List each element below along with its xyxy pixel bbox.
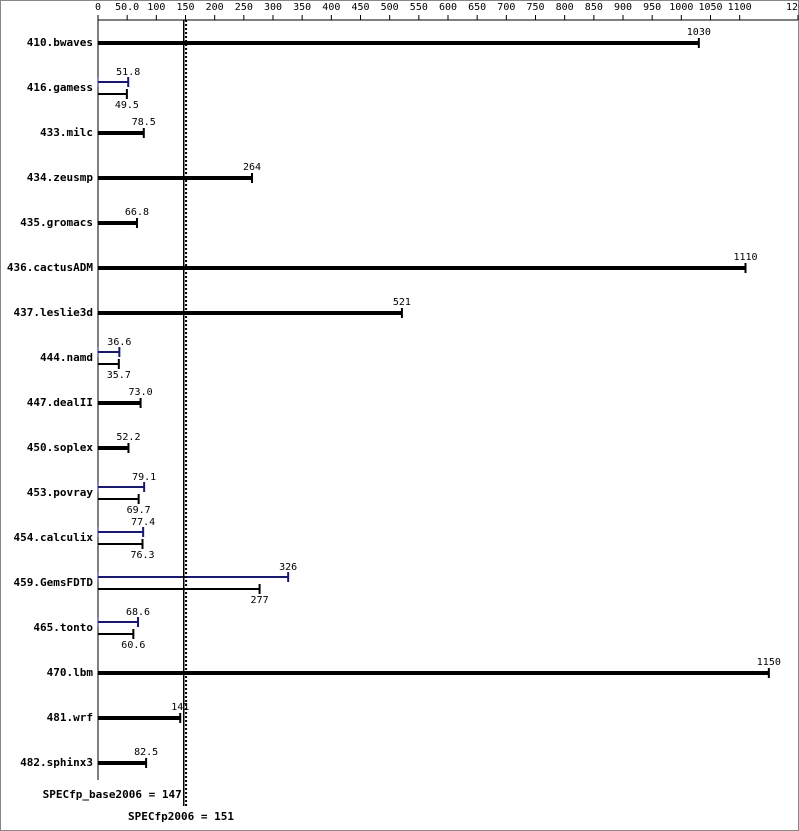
category-label: 447.dealII [27, 396, 93, 409]
category-label: 410.bwaves [27, 36, 93, 49]
x-tick-label: 550 [410, 2, 428, 13]
x-tick-label: 300 [264, 2, 282, 13]
value-label: 82.5 [134, 747, 158, 758]
category-label: 453.povray [27, 486, 94, 499]
value-label: 521 [393, 297, 411, 308]
value-label: 326 [279, 562, 297, 573]
x-tick-label: 650 [468, 2, 486, 13]
value-label: 36.6 [107, 337, 131, 348]
x-tick-label: 400 [322, 2, 340, 13]
x-tick-label: 450 [351, 2, 369, 13]
x-tick-label: 600 [439, 2, 457, 13]
x-tick-label: 0 [95, 2, 101, 13]
x-tick-label: 950 [643, 2, 661, 13]
category-label: 435.gromacs [20, 216, 93, 229]
x-tick-label: 1100 [728, 2, 752, 13]
x-tick-label: 900 [614, 2, 632, 13]
category-label: 444.namd [40, 351, 93, 364]
value-label: 141 [171, 702, 189, 713]
value-label: 60.6 [121, 640, 145, 651]
category-label: 437.leslie3d [14, 306, 93, 319]
reference-label: SPECfp_base2006 = 147 [43, 788, 182, 801]
x-tick-label: 800 [556, 2, 574, 13]
x-tick-label: 700 [497, 2, 515, 13]
category-label: 470.lbm [47, 666, 94, 679]
x-tick-label: 200 [206, 2, 224, 13]
x-tick-label: 500 [381, 2, 399, 13]
value-label: 73.0 [129, 387, 153, 398]
x-tick-label: 1050 [698, 2, 722, 13]
category-label: 454.calculix [14, 531, 94, 544]
value-label: 1030 [687, 27, 711, 38]
category-label: 433.milc [40, 126, 93, 139]
category-label: 482.sphinx3 [20, 756, 93, 769]
value-label: 35.7 [107, 370, 131, 381]
value-label: 68.6 [126, 607, 150, 618]
value-label: 76.3 [130, 550, 154, 561]
category-label: 481.wrf [47, 711, 93, 724]
category-label: 416.gamess [27, 81, 93, 94]
x-tick-label: 1000 [669, 2, 693, 13]
category-label: 450.soplex [27, 441, 94, 454]
category-label: 436.cactusADM [7, 261, 93, 274]
value-label: 77.4 [131, 517, 155, 528]
x-tick-label: 750 [526, 2, 544, 13]
category-label: 434.zeusmp [27, 171, 94, 184]
x-tick-label: 50.0 [115, 2, 139, 13]
x-tick-label: 250 [235, 2, 253, 13]
value-label: 277 [251, 595, 269, 606]
value-label: 66.8 [125, 207, 149, 218]
value-label: 264 [243, 162, 261, 173]
x-tick-label: 150 [176, 2, 194, 13]
category-label: 465.tonto [33, 621, 93, 634]
value-label: 79.1 [132, 472, 156, 483]
x-tick-label: 850 [585, 2, 603, 13]
reference-label: SPECfp2006 = 151 [128, 810, 234, 823]
value-label: 69.7 [127, 505, 151, 516]
value-label: 51.8 [116, 67, 140, 78]
value-label: 1150 [757, 657, 781, 668]
value-label: 78.5 [132, 117, 156, 128]
x-tick-label: 1200 [786, 2, 799, 13]
value-label: 1110 [733, 252, 757, 263]
value-label: 52.2 [116, 432, 140, 443]
x-tick-label: 100 [147, 2, 165, 13]
x-tick-label: 350 [293, 2, 311, 13]
value-label: 49.5 [115, 100, 139, 111]
category-label: 459.GemsFDTD [14, 576, 94, 589]
